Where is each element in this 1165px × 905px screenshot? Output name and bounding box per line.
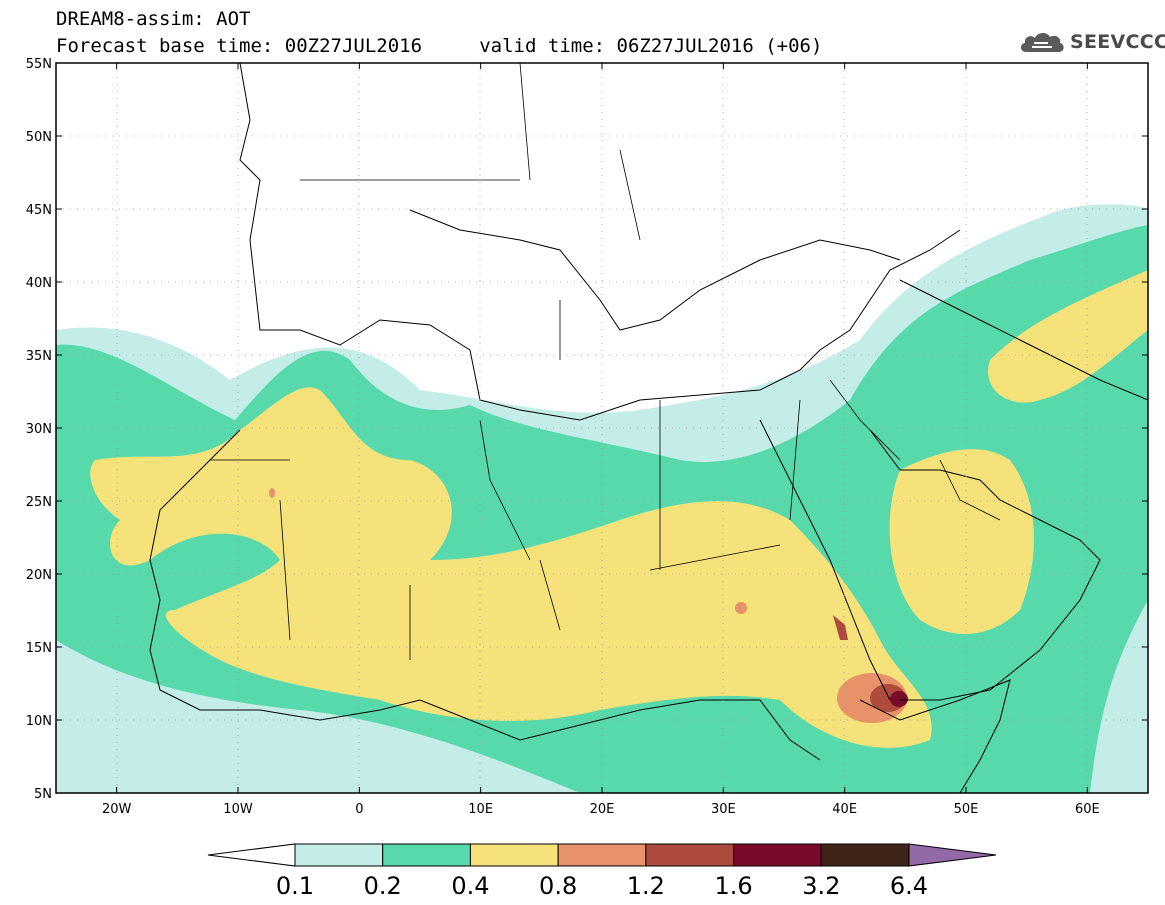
colorbar-box — [557, 843, 647, 867]
lon-tick-label: 30E — [711, 802, 736, 817]
lat-tick-label: 50N — [26, 130, 52, 145]
lat-tick-label: 55N — [26, 57, 52, 72]
colorbar-label: 1.2 — [627, 872, 665, 900]
lon-tick-label: 60E — [1075, 802, 1100, 817]
aot-contour-1.6 — [890, 691, 908, 707]
colorbar-under-arrow — [207, 843, 296, 867]
colorbar-label: 0.4 — [451, 872, 489, 900]
lat-tick-label: 5N — [34, 787, 52, 802]
forecast-times: Forecast base time: 00Z27JUL2016 valid t… — [56, 35, 823, 57]
aot-contour-0.4c — [988, 270, 1148, 403]
colorbar-box — [294, 843, 384, 867]
lon-tick-label: 10E — [468, 802, 493, 817]
product-title: DREAM8-assim: AOT — [56, 8, 251, 30]
lat-tick-label: 10N — [26, 714, 52, 729]
lon-tick-label: 50E — [954, 802, 979, 817]
lon-tick-label: 20E — [590, 802, 615, 817]
colorbar-label: 0.8 — [539, 872, 577, 900]
lat-tick-label: 35N — [26, 349, 52, 364]
lat-tick-label: 40N — [26, 276, 52, 291]
lon-tick-label: 20W — [102, 802, 132, 817]
logo-text: SEEVCCC — [1070, 31, 1165, 53]
cloud-icon — [1020, 32, 1064, 52]
colorbar-box — [382, 843, 471, 867]
aot-contour-0.4a — [90, 387, 932, 748]
colorbar: 0.1 0.2 0.4 0.8 1.2 1.6 3.2 6.4 — [207, 843, 997, 900]
colorbar-label: 0.2 — [364, 872, 402, 900]
lon-tick-label: 40E — [832, 802, 857, 817]
lat-tick-label: 30N — [26, 422, 52, 437]
lon-tick-label: 0 — [355, 802, 363, 817]
country-borders — [210, 63, 1001, 660]
colorbar-box — [469, 843, 559, 867]
axis-labels: 55N 50N 45N 40N 35N 30N 25N 20N 15N 10N 5N 20W 10W 0 1… — [26, 57, 1148, 817]
aot-contour-0.4b — [889, 449, 1034, 634]
colorbar-label: 1.6 — [714, 872, 752, 900]
colorbar-box — [645, 843, 735, 867]
colorbar-box — [820, 843, 910, 867]
colorbar-label: 6.4 — [890, 872, 928, 900]
lat-tick-label: 20N — [26, 568, 52, 583]
lat-tick-label: 15N — [26, 641, 52, 656]
lon-tick-label: 10W — [223, 802, 253, 817]
colorbar-label: 3.2 — [802, 872, 840, 900]
lat-tick-label: 25N — [26, 495, 52, 510]
colorbar-label: 0.1 — [276, 872, 314, 900]
colorbar-box — [733, 843, 822, 867]
seevccc-logo: SEEVCCC — [1018, 28, 1165, 56]
lat-tick-label: 45N — [26, 203, 52, 218]
colorbar-over-arrow — [908, 843, 997, 867]
coastlines — [149, 63, 1148, 793]
grid — [56, 63, 1148, 793]
